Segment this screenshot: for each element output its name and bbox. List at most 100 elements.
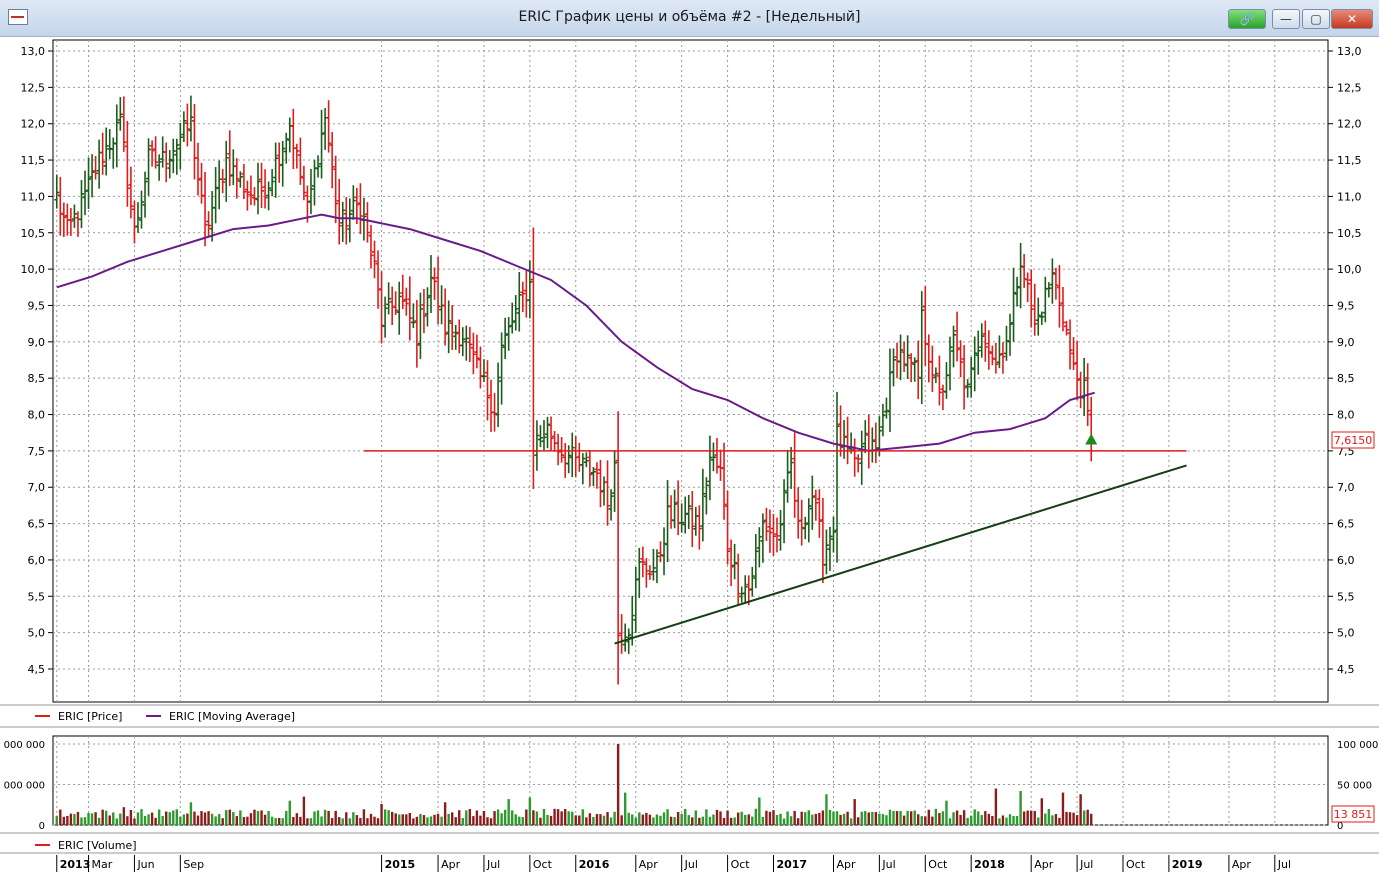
volume-bar xyxy=(126,816,129,825)
volume-bar xyxy=(193,811,196,825)
price-bar xyxy=(417,292,423,359)
volume-bar xyxy=(482,810,486,825)
volume-bar xyxy=(210,813,214,825)
price-bar xyxy=(933,367,939,384)
volume-bar xyxy=(496,809,500,825)
price-bar xyxy=(830,516,836,553)
price-bar xyxy=(714,438,720,474)
price-bar xyxy=(213,167,219,224)
price-bar xyxy=(770,513,776,556)
price-bar xyxy=(294,143,300,169)
volume-bar xyxy=(1079,794,1082,825)
volume-bar xyxy=(390,811,394,825)
volume-bar xyxy=(818,812,821,825)
link-button[interactable]: 🔗 xyxy=(1228,9,1266,29)
price-tick-label: 13,0 xyxy=(21,45,46,58)
price-bar xyxy=(1071,336,1077,370)
volume-tick-label: 000 000 xyxy=(4,740,45,751)
volume-bar xyxy=(352,812,355,825)
maximize-button[interactable]: ▢ xyxy=(1302,9,1330,29)
price-bar xyxy=(262,169,268,209)
close-button[interactable]: ✕ xyxy=(1331,9,1373,29)
volume-bar xyxy=(232,811,235,825)
volume-bar xyxy=(302,796,306,825)
volume-bar xyxy=(676,811,680,825)
price-bar xyxy=(993,342,999,374)
price-volume-chart[interactable]: 4,5 5,0 5,5 6,0 6,5 7,0 7,5 8,0 8,5 9,0 9,5 10,0 10,… xyxy=(0,37,1379,879)
trend-line[interactable] xyxy=(614,464,1187,645)
price-bar xyxy=(1060,286,1066,332)
price-bar xyxy=(234,158,240,199)
volume-bar xyxy=(270,816,274,825)
volume-bar xyxy=(521,817,524,825)
price-tick-label: 9,5 xyxy=(1337,299,1355,312)
price-tick-label: 13,0 xyxy=(1337,45,1362,58)
price-bar xyxy=(202,171,208,247)
volume-bar xyxy=(447,813,450,825)
price-bar xyxy=(124,120,130,207)
price-bar xyxy=(1081,357,1087,417)
volume-bar xyxy=(475,810,479,825)
volume-bar xyxy=(69,813,73,825)
price-bar xyxy=(650,548,656,581)
volume-bar xyxy=(765,810,768,825)
price-tick-label: 6,5 xyxy=(1337,518,1355,531)
volume-bar xyxy=(553,808,556,825)
volume-bar xyxy=(648,814,652,825)
minimize-button[interactable]: — xyxy=(1272,9,1300,29)
volume-bar xyxy=(313,811,316,825)
volume-bar xyxy=(853,799,856,825)
volume-bar xyxy=(1026,810,1029,825)
volume-bar xyxy=(76,811,80,825)
volume-bar xyxy=(97,817,101,825)
price-bar xyxy=(605,460,611,526)
volume-bar xyxy=(143,815,147,825)
volume-axis-right: 0 50 000 100 000 xyxy=(1337,740,1378,832)
volume-bar xyxy=(835,811,839,825)
volume-bar xyxy=(1001,815,1005,825)
price-tick-label: 8,5 xyxy=(28,372,46,385)
volume-legend[interactable]: ERIC [Volume] xyxy=(35,839,137,852)
volume-bar xyxy=(55,815,58,825)
volume-bar xyxy=(458,810,461,825)
price-bar xyxy=(78,180,84,229)
price-bar xyxy=(432,267,438,300)
price-bar xyxy=(1046,282,1052,298)
chart-app-icon[interactable] xyxy=(8,9,28,25)
price-bar xyxy=(647,565,653,580)
volume-bar xyxy=(408,812,412,825)
volume-bar xyxy=(405,814,408,825)
price-bar xyxy=(622,623,628,652)
volume-bar xyxy=(902,815,906,825)
volume-bar xyxy=(941,811,945,825)
price-bar xyxy=(177,122,183,170)
volume-bar xyxy=(507,799,510,825)
price-bar xyxy=(520,281,526,313)
price-bar xyxy=(781,479,787,544)
volume-bar xyxy=(472,816,475,825)
price-bar xyxy=(470,332,476,375)
price-bar xyxy=(569,432,575,478)
price-bar xyxy=(223,140,229,202)
price-legend[interactable]: ERIC [Price] ERIC [Moving Average] xyxy=(35,710,295,723)
volume-bar xyxy=(789,816,793,825)
volume-bar xyxy=(563,809,567,825)
volume-bar xyxy=(225,810,228,825)
price-tick-label: 4,5 xyxy=(1337,663,1355,676)
price-bar xyxy=(357,183,363,235)
last-price-marker-icon xyxy=(1085,433,1098,445)
price-bar xyxy=(735,553,741,606)
volume-bar xyxy=(631,814,634,825)
price-bar xyxy=(566,445,572,474)
title-bar[interactable]: ERIC График цены и объёма #2 - [Недельны… xyxy=(0,0,1379,37)
price-bar xyxy=(142,171,148,218)
volume-bar xyxy=(341,818,344,825)
price-tick-label: 6,0 xyxy=(28,554,46,567)
volume-bar xyxy=(959,814,962,825)
volume-bar xyxy=(698,817,701,825)
price-bar xyxy=(636,547,642,598)
time-tick-label: Oct xyxy=(731,858,751,871)
price-bar xyxy=(244,180,250,211)
time-tick-label: 2017 xyxy=(776,858,807,871)
time-tick-label: Oct xyxy=(533,858,553,871)
